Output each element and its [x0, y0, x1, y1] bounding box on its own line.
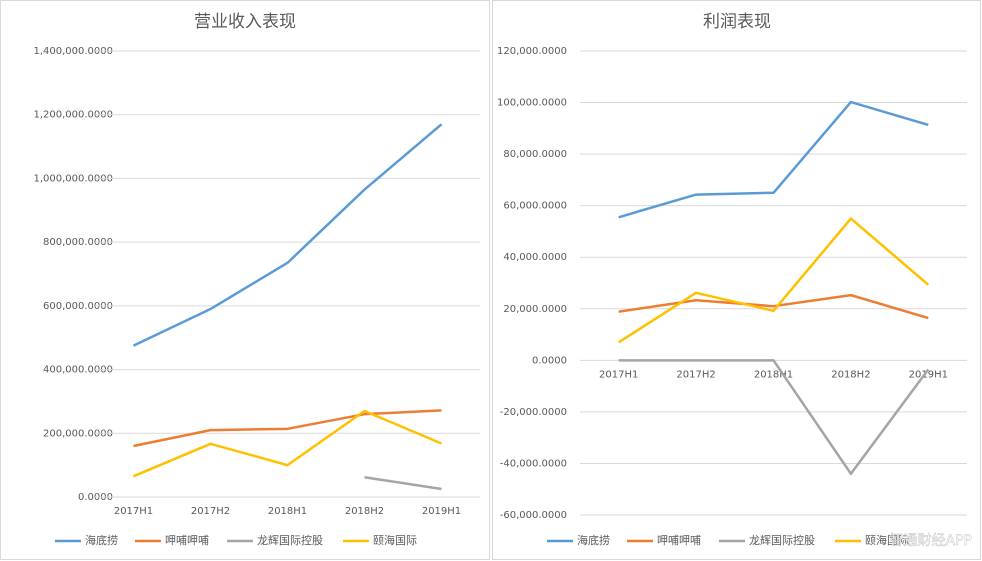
y-tick-label: 40,000.0000: [503, 252, 567, 263]
y-tick-label: 200,000.0000: [43, 428, 113, 439]
y-tick-label: -60,000.0000: [500, 510, 567, 521]
watermark: 智通财经APP: [890, 533, 972, 549]
series-line: [618, 100, 929, 219]
series-line: [618, 293, 929, 320]
y-tick-label: 60,000.0000: [503, 201, 567, 212]
x-tick-label: 2018H2: [345, 506, 384, 517]
panel: [0, 0, 490, 560]
panel: [492, 0, 981, 560]
x-tick-label: 2018H1: [754, 369, 793, 380]
legend-label: 颐海国际: [373, 533, 417, 547]
x-tick-label: 2019H1: [909, 369, 948, 380]
y-tick-label: 600,000.0000: [43, 301, 113, 312]
series-line: [618, 217, 930, 344]
y-tick-label: 400,000.0000: [43, 365, 113, 376]
legend-label: 颐海国际: [865, 533, 909, 547]
y-tick-label: 0.0000: [532, 355, 567, 366]
x-tick-label: 2017H1: [599, 369, 638, 380]
x-tick-label: 2018H1: [268, 506, 307, 517]
legend-label: 龙辉国际控股: [749, 533, 815, 547]
x-tick-label: 2017H2: [676, 369, 715, 380]
x-tick-label: 2017H1: [114, 506, 153, 517]
y-tick-label: -20,000.0000: [500, 407, 567, 418]
legend-label: 呷哺呷哺: [657, 534, 701, 547]
x-tick-label: 2019H1: [422, 506, 461, 517]
y-tick-label: 100,000.0000: [497, 98, 567, 109]
y-tick-label: 80,000.0000: [503, 149, 567, 160]
y-tick-label: 1,000,000.0000: [33, 173, 113, 184]
x-tick-label: 2017H2: [191, 506, 230, 517]
y-tick-label: 1,400,000.0000: [33, 46, 113, 57]
series-line: [618, 359, 930, 476]
series-line: [364, 476, 442, 491]
x-tick-label: 2018H2: [831, 369, 870, 380]
legend-label: 海底捞: [85, 533, 118, 547]
y-tick-label: -40,000.0000: [500, 458, 567, 469]
y-tick-label: 120,000.0000: [497, 46, 567, 57]
series-line: [132, 123, 443, 347]
legend-label: 呷哺呷哺: [165, 534, 209, 547]
chart-title: 营业收入表现: [194, 12, 296, 32]
y-tick-label: 20,000.0000: [503, 304, 567, 315]
legend-label: 海底捞: [577, 533, 610, 547]
chart-title: 利润表现: [703, 12, 771, 32]
series-line: [133, 409, 442, 448]
legend-label: 龙辉国际控股: [257, 533, 323, 547]
series-line: [133, 409, 442, 478]
y-tick-label: 1,200,000.0000: [33, 110, 113, 121]
y-tick-label: 800,000.0000: [43, 237, 113, 248]
